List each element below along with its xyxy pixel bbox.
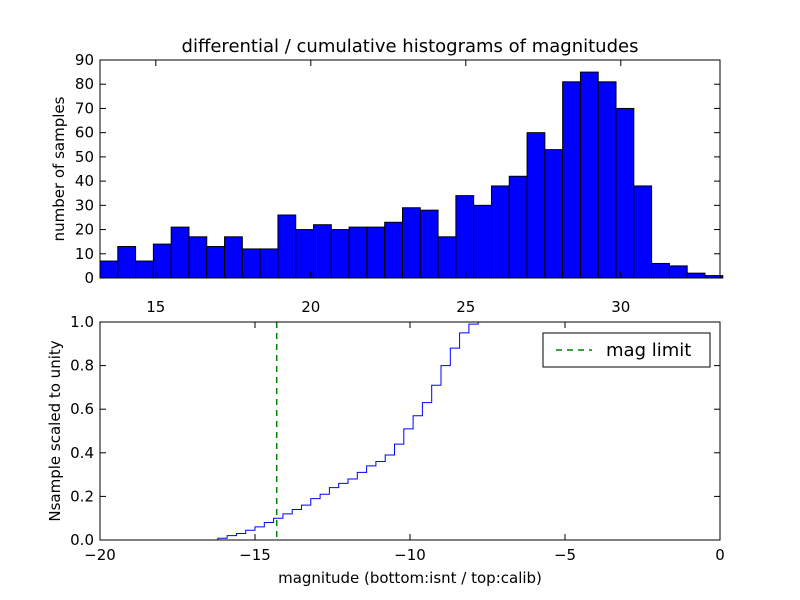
- x-tick-label: −5: [554, 546, 576, 564]
- histogram-bar: [490, 185, 510, 279]
- y-tick-label: 0.8: [70, 357, 94, 375]
- x-tick-label: 15: [146, 298, 165, 316]
- y-tick-label: 60: [75, 124, 94, 142]
- legend: mag limit: [542, 332, 711, 368]
- histogram-bar: [206, 246, 226, 279]
- legend-label-mag-limit: mag limit: [606, 340, 691, 361]
- y-tick-label: 0.2: [70, 487, 94, 505]
- histogram-bar: [99, 260, 119, 279]
- histogram-bar: [366, 226, 386, 279]
- bottom-x-ticks: −20 −15 −10 −5 0: [84, 322, 725, 564]
- bottom-y-axis-label: Nsample scaled to unity: [46, 340, 64, 521]
- histogram-bar: [170, 226, 190, 279]
- x-tick-label: −20: [84, 546, 116, 564]
- histogram-bar: [615, 107, 635, 279]
- y-tick-label: 0.0: [70, 531, 94, 549]
- x-tick-label: 30: [611, 298, 630, 316]
- cumulative-step-line: [100, 321, 721, 541]
- y-tick-label: 0.4: [70, 444, 94, 462]
- y-tick-label: 0: [84, 269, 94, 287]
- x-tick-label: 0: [715, 546, 725, 564]
- histogram-bar: [313, 224, 332, 279]
- histogram-bars: [99, 71, 724, 279]
- y-tick-label: 50: [75, 148, 94, 166]
- histogram-bar: [455, 195, 475, 279]
- y-tick-label: 0.6: [70, 400, 94, 418]
- x-tick-label: −15: [239, 546, 271, 564]
- histogram-bar: [241, 248, 261, 279]
- histogram-bar: [348, 226, 368, 279]
- histogram-bar: [135, 260, 154, 279]
- histogram-bar: [224, 236, 243, 279]
- y-tick-label: 30: [75, 196, 94, 214]
- top-y-axis-label: number of samples: [50, 96, 68, 241]
- cumulative-histogram-panel: −20 −15 −10 −5 0 0.0 0.2 0.4 0.6 0.8 1.0 mag limi…: [46, 313, 725, 587]
- histogram-bar: [330, 229, 350, 279]
- histogram-bar: [437, 236, 457, 279]
- y-tick-label: 80: [75, 75, 94, 93]
- chart-title: differential / cumulative histograms of …: [182, 36, 639, 57]
- y-tick-label: 1.0: [70, 313, 94, 331]
- y-tick-label: 40: [75, 172, 94, 190]
- histogram-bar: [277, 214, 297, 279]
- histogram-bar: [188, 236, 208, 279]
- histogram-bar: [668, 265, 688, 279]
- y-tick-label: 90: [75, 51, 94, 69]
- bottom-y-ticks: 0.0 0.2 0.4 0.6 0.8 1.0: [70, 313, 720, 549]
- differential-histogram-panel: 15 20 25 30 0 10 20 30 40 50 60 70 80 90 differentia…: [50, 36, 724, 316]
- histogram-bar: [508, 175, 528, 279]
- top-axes-frame: [99, 59, 721, 279]
- histogram-bar: [259, 248, 279, 279]
- histogram-bar: [419, 209, 439, 279]
- x-axis-label: magnitude (bottom:isnt / top:calib): [278, 569, 542, 587]
- y-tick-label: 70: [75, 99, 94, 117]
- histogram-bar: [473, 204, 492, 279]
- histogram-bar: [686, 272, 706, 279]
- histogram-bar: [526, 132, 546, 279]
- histogram-bar: [579, 71, 599, 279]
- histogram-bar: [384, 221, 403, 279]
- y-tick-label: 20: [75, 221, 94, 239]
- histogram-bar: [633, 185, 653, 279]
- histogram-bar: [544, 149, 564, 279]
- top-y-ticks: 0 10 20 30 40 50 60 70 80 90: [75, 51, 720, 287]
- top-x-ticks: 15 20 25 30: [146, 60, 630, 316]
- x-tick-label: 20: [301, 298, 320, 316]
- histogram-bar: [562, 81, 581, 279]
- histogram-bar: [295, 229, 315, 279]
- histogram-bar: [597, 81, 617, 279]
- histogram-bar: [651, 262, 670, 279]
- histogram-bar: [117, 246, 137, 279]
- y-tick-label: 10: [75, 245, 94, 263]
- histogram-bar: [402, 207, 421, 279]
- x-tick-label: 25: [456, 298, 475, 316]
- x-tick-label: −10: [394, 546, 426, 564]
